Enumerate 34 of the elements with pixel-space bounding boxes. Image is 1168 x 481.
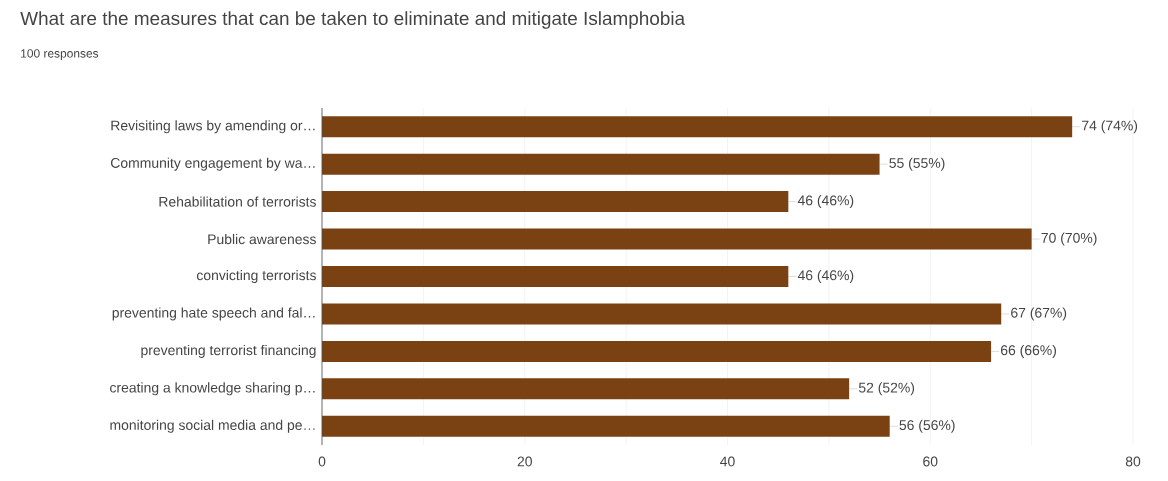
chart-title: What are the measures that can be taken to eliminate and mitigate Islamphobia [20,11,686,29]
bar [322,228,1032,250]
data-label: 66 (66%) [1000,344,1056,358]
y-tick-label: convicting terrorists [196,269,316,283]
data-label: 52 (52%) [858,382,915,396]
bar [322,378,850,400]
x-tick-label: 0 [318,456,326,467]
data-label: 70 (70%) [1041,232,1097,246]
data-label: 74 (74%) [1082,120,1138,134]
bar [322,116,1073,138]
text: 100 responses [21,49,99,61]
y-tick-label: Community engagement by wa… [110,157,315,171]
x-tick-label: 80 [1125,456,1141,467]
y-tick-label: monitoring social media and pe… [110,419,315,433]
y-tick-label: Public awareness [208,233,316,245]
y-tick-label: preventing hate speech and fal… [112,307,315,321]
y-tick-label: Revisiting laws by amending or… [111,120,315,134]
bar [322,415,890,437]
x-tick-label: 20 [517,456,532,467]
bar [322,191,789,213]
bar [322,303,1002,325]
x-tick-label: 60 [923,456,938,467]
data-label: 46 (46%) [797,269,854,283]
y-tick-label: preventing terrorist financing [141,344,316,358]
data-label: 46 (46%) [797,195,854,209]
bar [322,265,789,287]
x-tick-label: 40 [720,456,735,467]
data-label: 55 (55%) [889,157,945,171]
bar [322,153,880,175]
y-tick-label: Rehabilitation of terrorists [159,196,316,207]
data-label: 67 (67%) [1011,307,1067,321]
bar [322,340,992,362]
data-label: 56 (56%) [899,419,955,433]
y-tick-label: creating a knowledge sharing p… [110,382,315,396]
